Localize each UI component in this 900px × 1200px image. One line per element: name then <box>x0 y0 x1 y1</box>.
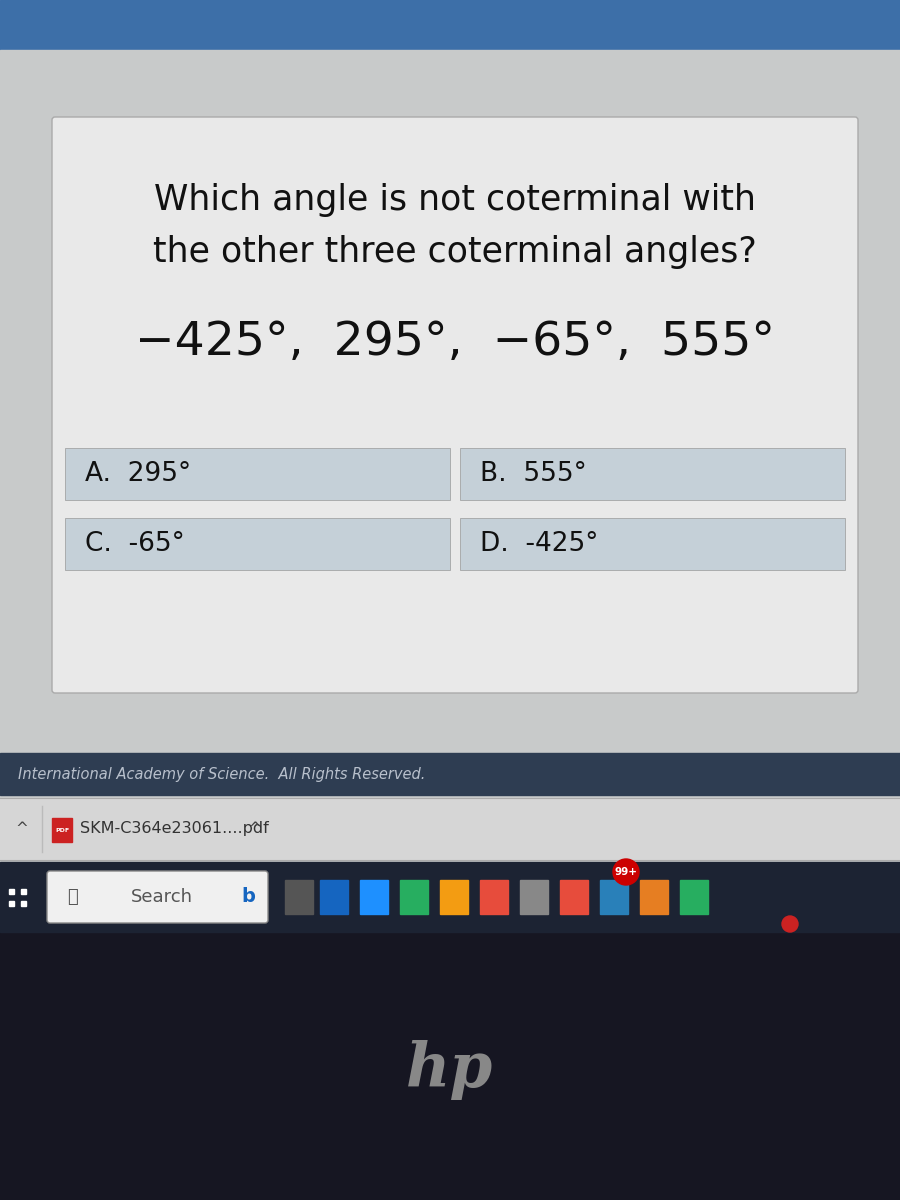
Text: 🔍: 🔍 <box>67 888 77 906</box>
FancyBboxPatch shape <box>460 518 845 570</box>
Text: −425°,  295°,  −65°,  555°: −425°, 295°, −65°, 555° <box>135 319 775 365</box>
Bar <box>0 754 900 794</box>
Bar <box>0 932 900 1200</box>
FancyBboxPatch shape <box>52 116 858 692</box>
Bar <box>21 901 26 906</box>
FancyBboxPatch shape <box>47 871 268 923</box>
Text: PDF: PDF <box>55 828 69 833</box>
Text: ^: ^ <box>248 822 261 836</box>
Text: B.  555°: B. 555° <box>480 461 587 487</box>
Text: ^: ^ <box>15 822 29 836</box>
FancyBboxPatch shape <box>65 448 450 500</box>
Text: the other three coterminal angles?: the other three coterminal angles? <box>153 235 757 269</box>
Text: 99+: 99+ <box>615 866 637 877</box>
Bar <box>600 880 628 914</box>
FancyBboxPatch shape <box>65 518 450 570</box>
Bar <box>680 880 708 914</box>
Bar <box>52 818 72 842</box>
Text: C.  -65°: C. -65° <box>85 530 184 557</box>
Text: D.  -425°: D. -425° <box>480 530 598 557</box>
Bar <box>480 880 508 914</box>
Bar <box>520 880 548 914</box>
Text: b: b <box>241 888 255 906</box>
Text: A.  295°: A. 295° <box>85 461 191 487</box>
Bar <box>285 880 313 914</box>
Bar <box>360 880 388 914</box>
Bar <box>440 880 468 914</box>
Bar <box>400 880 428 914</box>
Bar <box>21 889 26 894</box>
Bar <box>320 880 348 914</box>
FancyBboxPatch shape <box>460 448 845 500</box>
Bar <box>0 862 900 932</box>
Bar <box>560 880 588 914</box>
Text: SKM-C364e23061....pdf: SKM-C364e23061....pdf <box>80 822 269 836</box>
Text: International Academy of Science.  All Rights Reserved.: International Academy of Science. All Ri… <box>18 767 426 781</box>
Circle shape <box>613 859 639 886</box>
Bar <box>0 0 900 50</box>
Bar <box>9 889 14 894</box>
Circle shape <box>782 916 798 932</box>
Bar <box>9 901 14 906</box>
Text: Search: Search <box>131 888 193 906</box>
Text: Which angle is not coterminal with: Which angle is not coterminal with <box>154 182 756 217</box>
Bar <box>640 880 668 914</box>
Bar <box>0 798 900 860</box>
Text: hp: hp <box>407 1040 493 1100</box>
